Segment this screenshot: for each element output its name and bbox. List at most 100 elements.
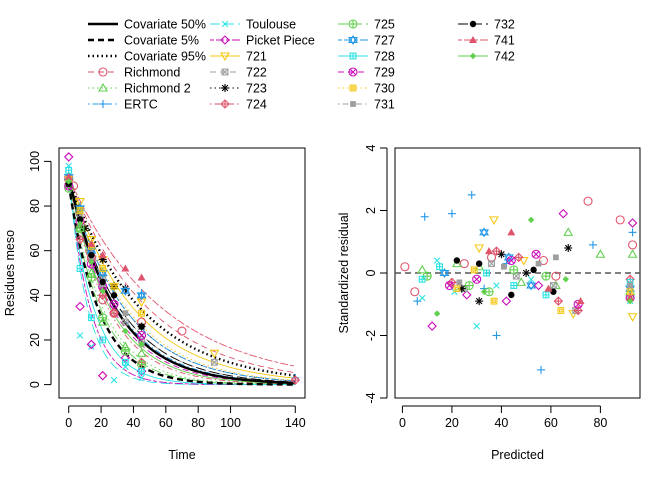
residual-point-730 — [490, 297, 498, 305]
residual-point-732 — [453, 257, 461, 264]
fit-point-741 — [64, 173, 73, 181]
fit-point-731 — [122, 310, 129, 317]
x-tick-label: 100 — [220, 416, 241, 430]
residual-point-741 — [507, 228, 516, 236]
legend-label-728: 728 — [374, 50, 395, 64]
residual-point-729 — [573, 299, 583, 309]
residual-point-731 — [627, 282, 633, 289]
residual-point-721 — [518, 256, 529, 266]
residual-point-729 — [531, 249, 541, 259]
residual-point-richmond — [583, 196, 593, 206]
fit-point-725 — [86, 272, 96, 283]
legend-item-722: 722 — [210, 66, 267, 80]
x-tick-label: 40 — [126, 416, 140, 430]
residual-point-722 — [488, 260, 495, 268]
y-tick-label: 100 — [28, 151, 42, 172]
legend-item-covariate-50-: Covariate 50% — [88, 18, 206, 32]
residual-point-richmond-2 — [563, 227, 574, 236]
fit-point-741 — [121, 264, 130, 272]
fit-point-picket-piece — [75, 301, 85, 312]
covariate-curve-covariate-5- — [67, 183, 296, 386]
residual-point-727 — [479, 227, 490, 238]
residual-point-730 — [557, 307, 565, 314]
covariate-curve-covariate-50- — [67, 176, 296, 385]
legend-label-ertc: ERTC — [124, 98, 158, 112]
residual-point-725 — [541, 271, 551, 281]
x-tick-label: 60 — [544, 416, 558, 430]
residual-point-richmond — [459, 259, 469, 269]
legend-marker-728 — [349, 52, 357, 60]
residual-point-richmond-2 — [417, 264, 428, 274]
fit-point-721 — [75, 198, 85, 207]
legend-label-picket-piece: Picket Piece — [246, 34, 315, 48]
residual-point-richmond — [410, 287, 420, 297]
residual-point-richmond — [628, 240, 638, 250]
fit-point-742 — [88, 258, 95, 266]
residual-point-richmond — [538, 255, 549, 266]
residual-point-742 — [626, 297, 634, 305]
residual-point-richmond-2 — [595, 249, 606, 258]
legend-marker-toulouse — [221, 20, 229, 28]
legend-label-731: 731 — [374, 98, 395, 112]
residual-panel: 0 20 40 60 80 -4 -2 0 2 4 Predicted Standardized… — [337, 144, 641, 462]
residual-point-picket-piece — [533, 280, 544, 291]
legend-item-covariate-5-: Covariate 5% — [88, 34, 199, 48]
fit-point-724 — [109, 308, 119, 318]
residual-point-richmond — [615, 215, 625, 225]
legend-item-728: 728 — [338, 50, 395, 64]
residual-point-731 — [501, 263, 507, 270]
fit-point-721 — [209, 349, 220, 359]
fit-panel: 0 20 40 60 80 100 140 0 20 40 60 80 100 Time Residu… — [3, 147, 306, 462]
x-tick-label: 60 — [159, 416, 173, 430]
fit-point-picket-piece — [97, 370, 108, 381]
residual-point-723 — [522, 269, 531, 277]
legend-item-picket-piece: Picket Piece — [210, 34, 315, 48]
residual-point-picket-piece — [501, 296, 512, 306]
legend-marker-741 — [469, 36, 477, 43]
legend-marker-727 — [348, 34, 358, 46]
fit-point-742 — [99, 287, 106, 295]
fit-point-732 — [88, 251, 95, 259]
legend-item-731: 731 — [338, 98, 395, 112]
residual-y-axis: -4 -2 0 2 4 — [364, 144, 388, 404]
fit-point-741 — [98, 251, 107, 259]
fit-point-richmond — [177, 326, 187, 336]
residual-point-ertc — [537, 365, 546, 374]
residual-point-721 — [474, 244, 485, 254]
fit-point-741 — [87, 239, 96, 247]
fit-point-732 — [110, 292, 118, 299]
fit-point-727 — [97, 267, 108, 279]
legend-marker-732 — [469, 20, 477, 28]
fit-point-729 — [136, 330, 147, 341]
fit-point-742 — [122, 327, 129, 335]
fit-point-richmond-2 — [136, 348, 147, 357]
legend-item-richmond-2: Richmond 2 — [88, 82, 191, 96]
legend-label-covariate-95-: Covariate 95% — [124, 50, 206, 64]
legend-marker-731 — [350, 101, 356, 107]
legend-item-724: 724 — [210, 98, 267, 112]
x-tick-label: 0 — [399, 416, 406, 430]
residual-point-725 — [509, 265, 519, 275]
legend-item-covariate-95-: Covariate 95% — [88, 50, 206, 64]
fit-points — [63, 152, 301, 385]
x-tick-label: 20 — [445, 416, 459, 430]
residual-point-ertc — [588, 240, 597, 249]
fit-point-730 — [110, 282, 118, 290]
residual-point-ertc — [420, 212, 429, 221]
fit-point-730 — [138, 309, 145, 317]
residual-point-731 — [552, 254, 559, 261]
residual-point-742 — [480, 288, 488, 295]
fit-point-724 — [75, 234, 85, 245]
legend-label-742: 742 — [494, 50, 515, 64]
residual-point-729 — [506, 255, 516, 266]
fit-y-axis-label: Residues meso — [3, 230, 17, 316]
fit-point-721 — [86, 235, 97, 245]
legend-marker-721 — [220, 52, 230, 62]
x-tick-label: 40 — [494, 416, 508, 430]
fit-point-732 — [138, 323, 145, 330]
legend-label-covariate-5-: Covariate 5% — [124, 34, 199, 48]
legend-marker-742 — [469, 52, 477, 60]
fit-point-727 — [136, 290, 147, 301]
residual-point-721 — [489, 216, 499, 225]
legend-item-721: 721 — [210, 50, 267, 64]
